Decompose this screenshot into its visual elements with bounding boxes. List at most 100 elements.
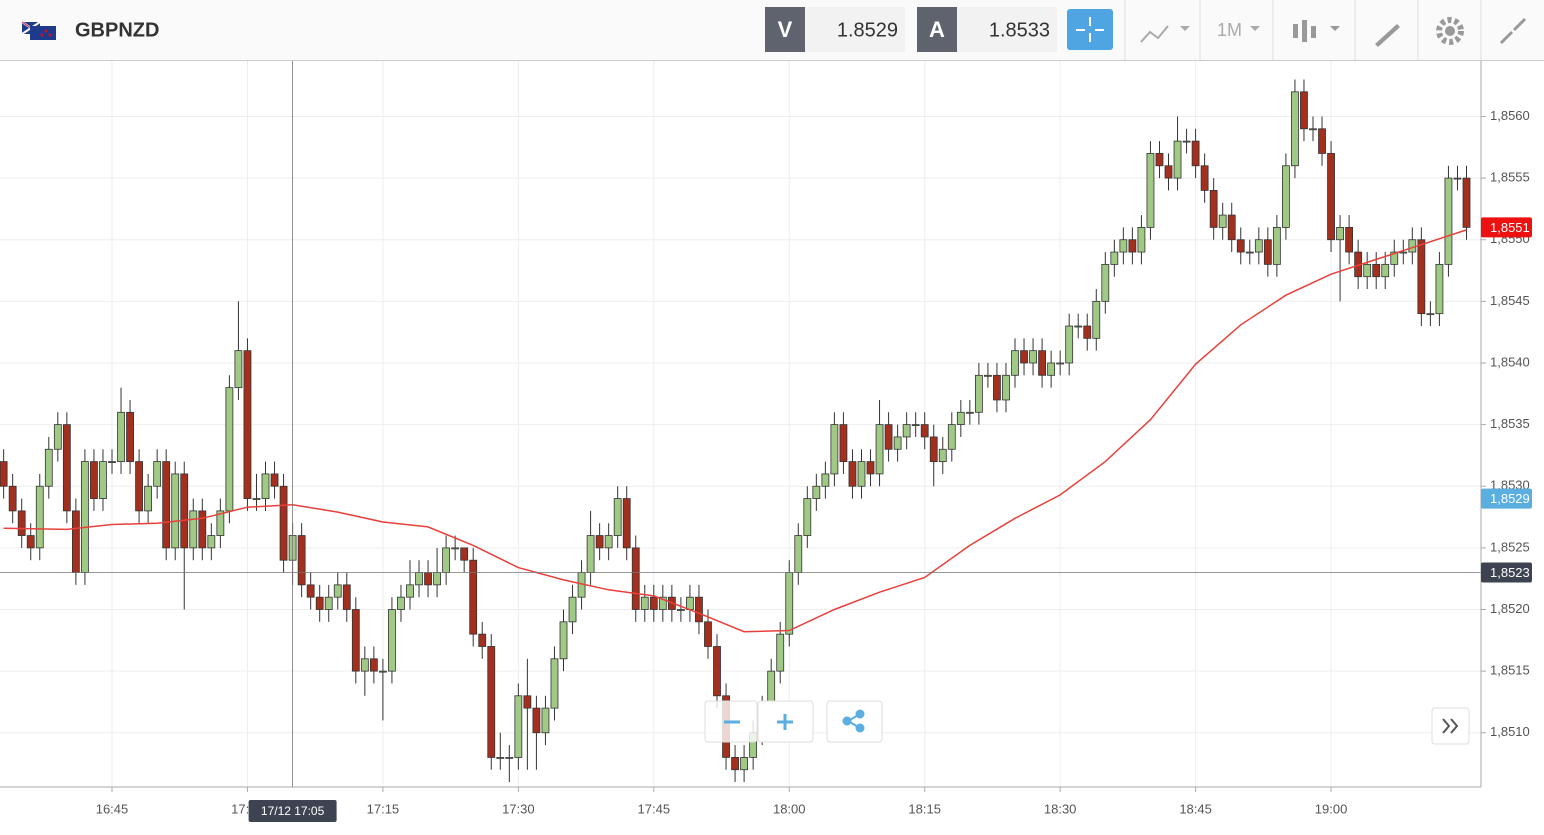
candle-body	[1453, 177, 1462, 180]
candle-body	[433, 572, 441, 586]
candle-body	[902, 424, 911, 438]
timeframe-caret	[1250, 26, 1260, 31]
candle-body	[938, 448, 947, 462]
candle-body	[198, 510, 207, 549]
candle-body	[234, 350, 243, 389]
candle-body	[388, 609, 396, 672]
collapse-icon[interactable]	[1499, 17, 1527, 45]
candle-body	[658, 596, 667, 610]
candle-body	[207, 535, 216, 549]
bid-label-box[interactable]	[765, 7, 805, 52]
ask-box[interactable]	[957, 7, 1057, 52]
y-tick-label: 1,8510	[1490, 724, 1530, 739]
candle-body	[252, 498, 261, 500]
candles-icon[interactable]	[1293, 20, 1340, 42]
y-tick-label: 1,8515	[1490, 663, 1530, 678]
candle-body	[974, 374, 983, 413]
candle-body	[1291, 91, 1299, 167]
y-tick-label: 1,8560	[1490, 108, 1530, 123]
candle-body	[324, 596, 333, 610]
candle-body	[1282, 165, 1290, 228]
candle-body	[442, 547, 451, 573]
timeframe[interactable]: 1M	[1217, 20, 1242, 40]
candle-body	[1263, 239, 1272, 265]
candle-body	[62, 424, 71, 512]
zoom-out-button[interactable]	[704, 700, 758, 743]
candle-body	[306, 584, 315, 598]
moving-average-line	[3, 229, 1467, 633]
candle-body	[1101, 263, 1110, 302]
candle-body	[1336, 227, 1344, 241]
crosshair-button[interactable]	[1067, 9, 1113, 50]
settings-icon[interactable]	[1436, 17, 1464, 45]
candle-body	[956, 411, 965, 426]
bid-box[interactable]	[805, 7, 905, 52]
candle-body	[297, 535, 306, 586]
candle-body	[839, 424, 848, 462]
candle-body	[1417, 239, 1426, 315]
candle-body	[108, 461, 116, 463]
candle-body	[604, 535, 613, 549]
draw-icon[interactable]	[1375, 24, 1400, 47]
candle-body	[1164, 165, 1173, 179]
candle-body	[279, 485, 288, 561]
candle-body	[1345, 227, 1354, 253]
candle-body	[1083, 325, 1092, 339]
candle-body	[360, 658, 369, 672]
x-tick-label: 17:15	[367, 801, 400, 816]
candle-body	[884, 424, 893, 450]
candle-body	[1272, 227, 1281, 265]
candle-body	[1245, 251, 1254, 254]
zoom-in-button[interactable]	[757, 700, 814, 743]
candle-body	[1155, 153, 1164, 167]
candle-body	[90, 461, 98, 499]
candle-body	[830, 424, 839, 475]
candle-body	[1074, 325, 1083, 328]
flag-icon	[21, 21, 56, 40]
crosshair-icon	[1076, 17, 1104, 42]
candle-body	[1227, 214, 1236, 241]
candle-body	[135, 461, 143, 512]
candle-body	[514, 695, 523, 758]
candle-body	[559, 621, 568, 660]
scroll-end-button[interactable]	[1431, 707, 1470, 745]
price-marker-box	[1481, 217, 1532, 238]
x-tick-label: 18:30	[1044, 801, 1077, 816]
candle-body	[1390, 251, 1399, 265]
candle-body	[153, 461, 162, 487]
candle-body	[586, 535, 595, 573]
chart-type-icon[interactable]	[1140, 25, 1190, 43]
candle-body	[1435, 263, 1444, 315]
candle-body	[1300, 91, 1308, 130]
candle-body	[911, 424, 920, 427]
candle-body	[460, 547, 469, 561]
candle-body	[1309, 128, 1317, 131]
candle-body	[857, 461, 866, 487]
candle-body	[1020, 350, 1028, 364]
candle-body	[1173, 140, 1182, 179]
candle-body	[1327, 153, 1335, 241]
share-button[interactable]	[826, 700, 883, 743]
candle-body	[1236, 239, 1245, 253]
candle-body	[595, 535, 604, 549]
y-tick-label: 1,8545	[1490, 293, 1530, 308]
candle-body	[1056, 362, 1065, 365]
candle-body	[893, 436, 902, 450]
crosshair-y-label: 1,8523	[1490, 565, 1530, 580]
crosshair-y-box	[1481, 562, 1532, 583]
candle-body	[1318, 128, 1326, 154]
candle-body	[1200, 165, 1209, 191]
candle-body	[993, 374, 1001, 401]
candle-body	[478, 633, 487, 647]
candle-body	[1047, 362, 1056, 376]
y-tick-label: 1,8525	[1490, 539, 1530, 554]
candle-body	[785, 572, 794, 635]
candle-body	[686, 596, 694, 610]
candle-body	[415, 572, 423, 586]
candle-body	[812, 485, 821, 499]
ask-label-box[interactable]	[917, 7, 957, 52]
candle-body	[631, 547, 640, 610]
candle-body	[35, 485, 44, 549]
candle-body	[1218, 214, 1227, 228]
